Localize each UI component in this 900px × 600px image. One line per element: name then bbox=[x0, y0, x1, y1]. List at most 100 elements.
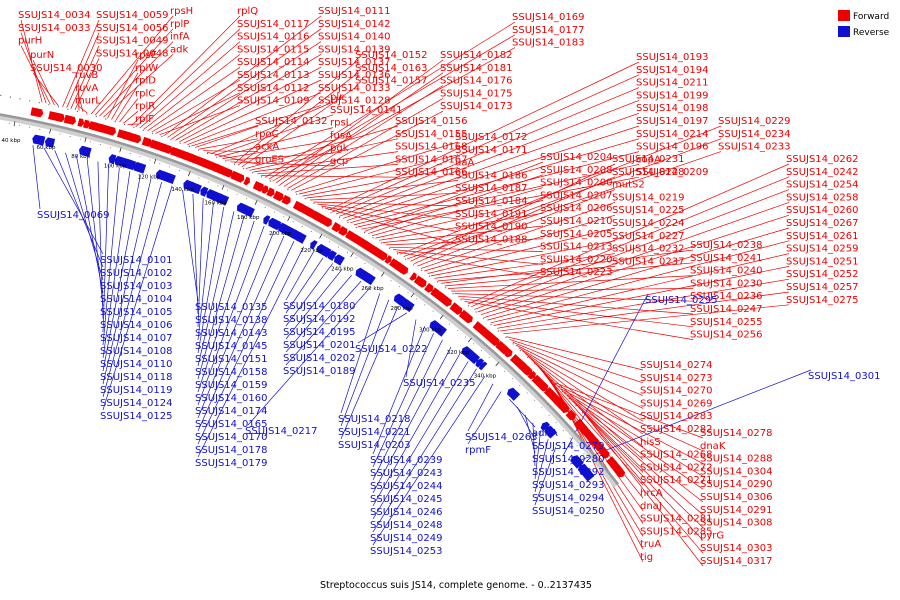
reverse-gene bbox=[133, 161, 142, 173]
forward-gene bbox=[417, 278, 427, 288]
outer-marker bbox=[429, 275, 431, 277]
leader-line bbox=[413, 176, 616, 265]
inner-marker bbox=[373, 268, 375, 270]
leader-line bbox=[197, 216, 245, 380]
forward-gene bbox=[350, 233, 362, 245]
leader-line bbox=[424, 214, 616, 272]
reverse-gene-label: SSUJS14_0248 bbox=[370, 520, 443, 531]
reverse-gene-label: SSUJS14_0180 bbox=[283, 301, 356, 312]
forward-gene-label: SSUJS14_0308 bbox=[700, 518, 773, 529]
leader-line bbox=[340, 293, 381, 414]
leader-line bbox=[372, 361, 469, 520]
leader-line bbox=[191, 105, 322, 147]
forward-gene-label: SSUJS14_0168 bbox=[395, 142, 468, 153]
reverse-gene-label: SSUJS14_0202 bbox=[283, 353, 356, 364]
leader-line bbox=[279, 72, 444, 185]
leader-line bbox=[532, 422, 536, 467]
forward-gene bbox=[491, 337, 500, 346]
leader-line bbox=[32, 145, 41, 210]
leader-line bbox=[195, 125, 259, 148]
leader-line bbox=[131, 15, 241, 126]
leader-line bbox=[214, 114, 334, 156]
inner-marker bbox=[416, 298, 417, 300]
forward-gene-label: SSUJS14_0224 bbox=[612, 218, 685, 229]
leader-line bbox=[119, 98, 139, 123]
leader-line bbox=[65, 152, 104, 281]
leader-line bbox=[285, 257, 324, 314]
forward-gene-label: SSUJS14_0156 bbox=[395, 116, 468, 127]
legend-forward-swatch bbox=[838, 10, 850, 21]
forward-gene-label: SSUJS14_0238 bbox=[690, 240, 763, 251]
leader-line bbox=[581, 410, 704, 554]
outer-marker bbox=[490, 324, 492, 326]
leader-line bbox=[76, 155, 104, 294]
leader-line bbox=[135, 28, 241, 128]
leader-line bbox=[43, 147, 104, 255]
forward-gene-label: adk bbox=[170, 44, 188, 55]
outer-marker bbox=[243, 168, 245, 170]
forward-gene bbox=[540, 383, 549, 392]
forward-gene bbox=[527, 370, 536, 380]
leader-line bbox=[500, 291, 790, 332]
leader-line bbox=[340, 299, 390, 427]
leader-line bbox=[477, 202, 790, 313]
leader-line bbox=[167, 28, 322, 138]
leader-line bbox=[575, 403, 704, 528]
forward-gene-label: SSUJS14_0152 bbox=[355, 50, 428, 61]
forward-gene-label: SSUJS14_0269 bbox=[640, 398, 713, 409]
reverse-gene-label: SSUJS14_0250 bbox=[532, 506, 605, 517]
forward-gene-label: SSUJS14_0242 bbox=[786, 167, 859, 178]
reverse-gene bbox=[429, 320, 439, 330]
inner-marker bbox=[264, 207, 266, 208]
forward-gene bbox=[504, 348, 513, 358]
leader-line bbox=[467, 163, 790, 305]
forward-gene-label: SSUJS14_0229 bbox=[718, 116, 791, 127]
outer-marker bbox=[452, 293, 454, 295]
reverse-gene-label: SSUJS14_0165 bbox=[195, 419, 268, 430]
leader-line bbox=[509, 339, 644, 384]
reverse-gene-label: SSUJS14_0253 bbox=[370, 546, 443, 557]
forward-gene-label: SSUJS14_0259 bbox=[786, 244, 859, 255]
forward-gene-label: SSUJS14_0199 bbox=[636, 90, 709, 101]
reverse-gene-label: SSUJS14_0203 bbox=[338, 440, 411, 451]
leader-line bbox=[197, 220, 255, 393]
outer-marker bbox=[179, 142, 181, 144]
leader-line bbox=[487, 240, 790, 321]
forward-gene-label: dnaJ bbox=[640, 501, 662, 512]
forward-gene-label: SSUJS14_0233 bbox=[718, 142, 791, 153]
leader-line bbox=[357, 312, 408, 344]
leader-line bbox=[102, 167, 120, 346]
leader-line bbox=[518, 347, 644, 422]
reverse-gene-label: SSUJS14_0174 bbox=[195, 406, 268, 417]
forward-gene-label: SSUJS14_0214 bbox=[636, 129, 709, 140]
leader-line bbox=[179, 66, 322, 143]
leader-line bbox=[197, 225, 265, 406]
kbp-tick-mark bbox=[350, 252, 354, 257]
outer-marker bbox=[397, 253, 399, 255]
gene-labels: SSUJS14_0034 SSUJS14_0033 purH purN SSUJS14_… bbox=[18, 6, 881, 567]
reverse-gene-label: SSUJS14_0246 bbox=[370, 507, 443, 518]
outer-marker bbox=[467, 305, 470, 307]
leader-line bbox=[294, 141, 459, 193]
reverse-gene-label: SSUJS14_0135 bbox=[195, 302, 268, 313]
leader-line bbox=[268, 34, 516, 180]
forward-gene-label: SSUJS14_0267 bbox=[786, 218, 859, 229]
forward-gene-label: SSUJS14_0112 bbox=[237, 83, 310, 94]
reverse-gene-label: SSUJS14_0195 bbox=[283, 327, 356, 338]
leader-line bbox=[403, 138, 722, 257]
outer-marker bbox=[620, 456, 622, 458]
leader-line bbox=[447, 275, 694, 289]
leader-line bbox=[182, 189, 199, 302]
reverse-gene bbox=[200, 186, 209, 197]
outer-marker bbox=[76, 110, 78, 113]
forward-gene bbox=[331, 222, 341, 233]
kbp-tick-mark bbox=[287, 216, 291, 222]
leader-line bbox=[139, 41, 241, 129]
reverse-gene-label: SSUJS14_0151 bbox=[195, 354, 268, 365]
inner-marker bbox=[99, 144, 101, 145]
leader-line bbox=[285, 268, 343, 340]
forward-gene bbox=[543, 387, 556, 399]
forward-gene bbox=[565, 409, 577, 421]
outer-marker bbox=[437, 281, 439, 283]
leader-line bbox=[20, 32, 47, 104]
